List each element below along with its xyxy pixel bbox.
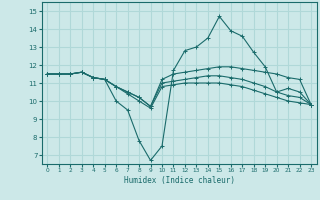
X-axis label: Humidex (Indice chaleur): Humidex (Indice chaleur) [124,176,235,185]
